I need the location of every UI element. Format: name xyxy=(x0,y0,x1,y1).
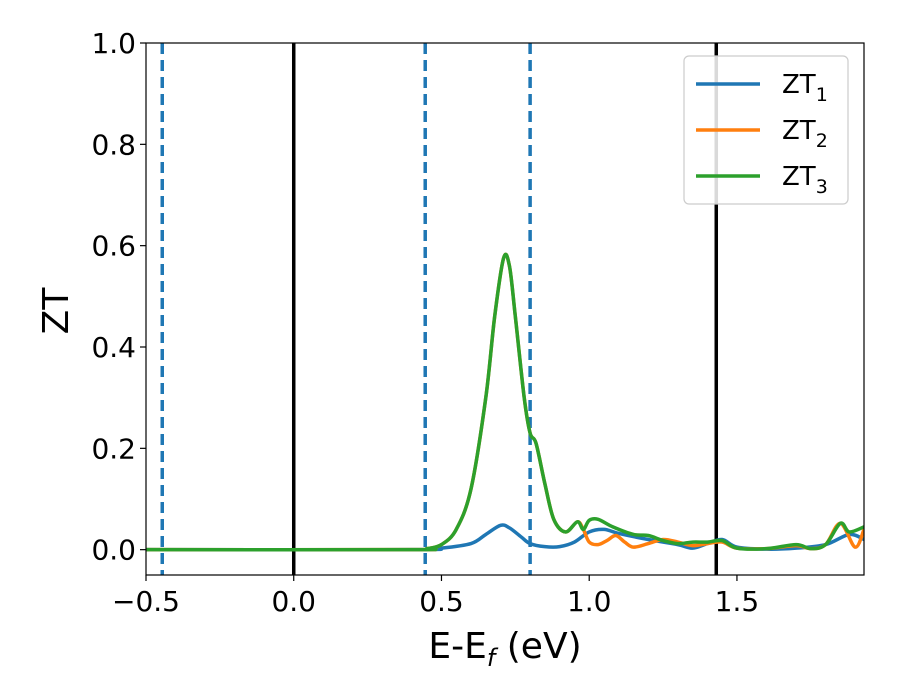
legend: ZT1 ZT2 ZT3 xyxy=(683,55,849,205)
y-tick-label: 0.2 xyxy=(91,432,136,465)
legend-label-3: ZT3 xyxy=(782,162,828,198)
reference-lines xyxy=(160,43,719,575)
series-line-1 xyxy=(146,523,864,552)
series-line-2 xyxy=(146,252,864,552)
x-axis-ticks: −0.5 0.0 0.5 1.0 1.5 xyxy=(112,575,759,618)
x-tick-label: 1.0 xyxy=(567,585,612,618)
y-tick-label: 0.4 xyxy=(91,331,136,364)
series-line-3 xyxy=(146,252,864,552)
plot-frame xyxy=(145,42,865,576)
y-axis-ticks: 0.0 0.2 0.4 0.6 0.8 1.0 xyxy=(91,27,146,567)
x-tick-label: 1.5 xyxy=(715,585,760,618)
y-axis-title: ZT xyxy=(36,287,77,335)
y-tick-label: 0.6 xyxy=(91,230,136,263)
x-axis-title-unit: (eV) xyxy=(495,626,581,667)
x-tick-label: −0.5 xyxy=(112,585,180,618)
legend-label-2: ZT2 xyxy=(782,116,828,152)
x-tick-label: 0.5 xyxy=(419,585,464,618)
legend-box xyxy=(683,55,849,205)
legend-label-1: ZT1 xyxy=(782,70,828,106)
x-axis-title: E-Ef (eV) xyxy=(428,626,581,672)
y-tick-label: 0.8 xyxy=(91,128,136,161)
series-lines xyxy=(146,252,864,552)
x-tick-label: 0.0 xyxy=(271,585,316,618)
y-tick-label: 1.0 xyxy=(91,27,136,60)
y-tick-label: 0.0 xyxy=(91,534,136,567)
